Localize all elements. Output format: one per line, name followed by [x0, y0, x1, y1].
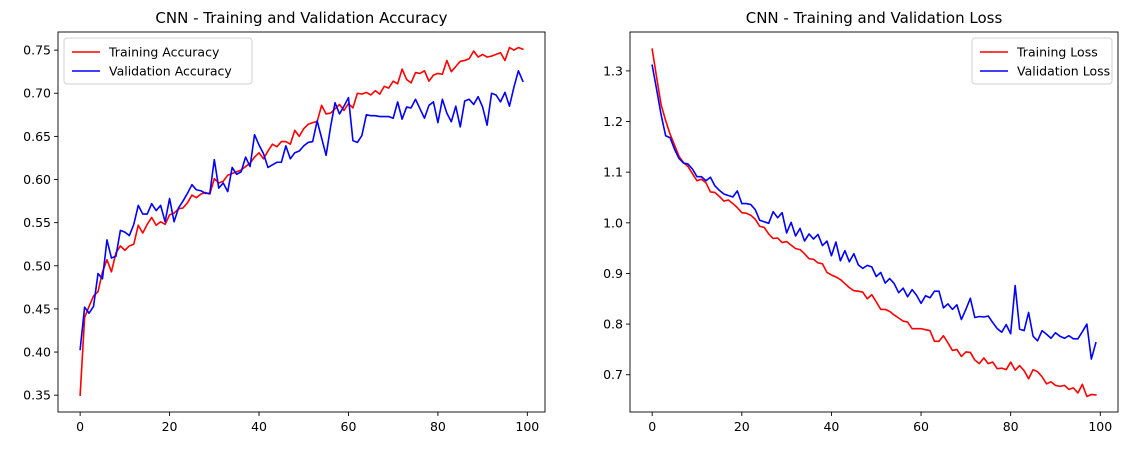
training-loss-line: [652, 49, 1096, 396]
y-tick-label: 0.40: [23, 345, 51, 360]
x-tick-label: 40: [251, 419, 267, 434]
loss-chart: CNN - Training and Validation Loss 0 20 40 6…: [603, 9, 1118, 434]
validation-loss-line: [652, 65, 1096, 359]
chart-title: CNN - Training and Validation Accuracy: [155, 9, 447, 27]
x-tick-label: 0: [76, 419, 84, 434]
x-tick-label: 0: [648, 419, 656, 434]
training-accuracy-line: [80, 48, 523, 396]
y-tick-label: 1.0: [603, 215, 623, 230]
y-tick-label: 0.7: [603, 367, 623, 382]
y-tick-label: 0.35: [23, 388, 51, 403]
y-tick-label: 0.50: [23, 258, 51, 273]
y-tick-label: 1.1: [603, 165, 623, 180]
x-tick-label: 20: [162, 419, 178, 434]
validation-accuracy-line: [80, 71, 523, 350]
x-tick-label: 100: [515, 419, 539, 434]
legend-label-validation-accuracy: Validation Accuracy: [109, 64, 232, 79]
x-tick-label: 20: [734, 419, 750, 434]
y-tick-label: 0.70: [23, 86, 51, 101]
legend-label-validation-loss: Validation Loss: [1017, 64, 1110, 79]
legend-label-training-loss: Training Loss: [1016, 45, 1098, 60]
y-tick-label: 0.75: [23, 43, 51, 58]
x-tick-label: 40: [823, 419, 839, 434]
plot-frame: [630, 32, 1118, 412]
y-tick-label: 0.65: [23, 129, 51, 144]
legend: Training Loss Validation Loss: [972, 38, 1112, 84]
accuracy-chart: CNN - Training and Validation Accuracy 0 2…: [23, 9, 545, 434]
x-tick-label: 60: [913, 419, 929, 434]
y-tick-label: 0.8: [603, 317, 623, 332]
y-tick-label: 1.2: [603, 114, 623, 129]
legend: Training Accuracy Validation Accuracy: [64, 38, 252, 84]
chart-title: CNN - Training and Validation Loss: [746, 9, 1003, 27]
plot-frame: [58, 32, 545, 412]
y-tick-label: 0.45: [23, 301, 51, 316]
x-tick-label: 80: [1003, 419, 1019, 434]
y-tick-label: 1.3: [603, 63, 623, 78]
y-tick-label: 0.60: [23, 172, 51, 187]
x-tick-label: 60: [341, 419, 357, 434]
x-tick-label: 80: [430, 419, 446, 434]
y-tick-label: 0.55: [23, 215, 51, 230]
x-tick-label: 100: [1088, 419, 1112, 434]
y-tick-label: 0.9: [603, 266, 623, 281]
legend-label-training-accuracy: Training Accuracy: [108, 45, 220, 60]
